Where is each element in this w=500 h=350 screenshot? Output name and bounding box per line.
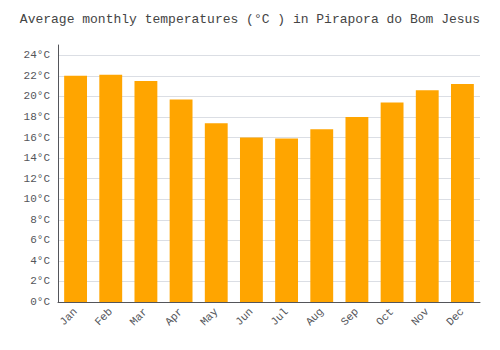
svg-text:Jun: Jun — [233, 306, 255, 328]
svg-text:Average monthly temperatures (: Average monthly temperatures (°C ) in Pi… — [20, 12, 480, 27]
svg-text:22°C: 22°C — [24, 70, 51, 82]
svg-text:Sep: Sep — [339, 306, 361, 328]
svg-text:Dec: Dec — [444, 306, 466, 328]
svg-text:May: May — [198, 305, 221, 328]
svg-text:Mar: Mar — [128, 306, 150, 328]
svg-text:14°C: 14°C — [24, 152, 51, 164]
svg-text:Jul: Jul — [268, 306, 290, 328]
svg-text:Apr: Apr — [163, 306, 185, 328]
svg-text:4°C: 4°C — [30, 255, 50, 267]
svg-text:0°C: 0°C — [30, 296, 50, 308]
svg-text:2°C: 2°C — [30, 275, 50, 287]
svg-text:18°C: 18°C — [24, 111, 51, 123]
svg-text:24°C: 24°C — [24, 49, 51, 61]
svg-text:8°C: 8°C — [30, 214, 50, 226]
svg-text:16°C: 16°C — [24, 132, 51, 144]
svg-text:Nov: Nov — [409, 305, 432, 328]
svg-text:Aug: Aug — [304, 306, 326, 328]
svg-text:Oct: Oct — [374, 306, 396, 328]
svg-text:Jan: Jan — [57, 306, 79, 328]
svg-text:10°C: 10°C — [24, 193, 51, 205]
svg-text:12°C: 12°C — [24, 173, 51, 185]
svg-text:20°C: 20°C — [24, 90, 51, 102]
svg-text:6°C: 6°C — [30, 234, 50, 246]
svg-text:Feb: Feb — [93, 306, 115, 328]
